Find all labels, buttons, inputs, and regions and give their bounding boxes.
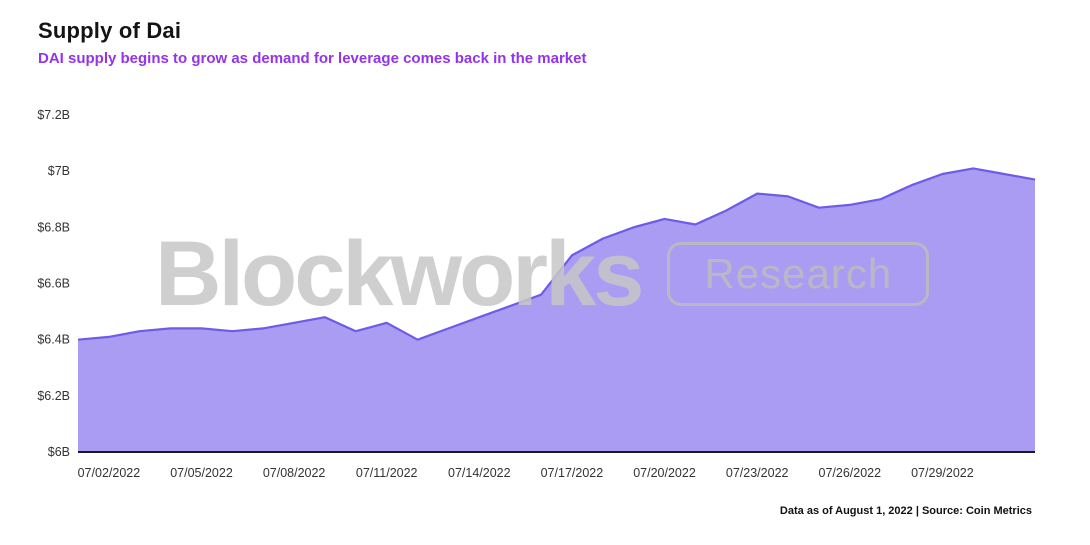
x-axis-tick-label: 07/23/2022 [726,466,789,480]
area-chart-canvas: $7.2B $7B $6.8B $6.6B $6.4B $6.2B $6B 07/02/202… [37,108,1036,480]
x-axis-tick-label: 07/20/2022 [633,466,696,480]
x-axis-tick-label: 07/26/2022 [819,466,882,480]
x-axis-tick-label: 07/29/2022 [911,466,974,480]
x-axis-tick-label: 07/05/2022 [170,466,233,480]
x-axis-tick-label: 07/14/2022 [448,466,511,480]
x-axis-tick-label: 07/11/2022 [356,466,418,480]
area-fill [78,168,1035,452]
x-axis-tick-label: 07/02/2022 [78,466,141,480]
y-axis-tick-label: $7.2B [37,108,70,122]
y-axis-tick-label: $6B [48,445,70,459]
y-axis-tick-label: $6.6B [37,277,70,291]
y-axis-tick-label: $6.8B [37,220,70,234]
y-axis-tick-label: $6.2B [37,389,70,403]
x-axis-tick-label: 07/08/2022 [263,466,326,480]
area-line [77,167,1036,341]
page-title: Supply of Dai [38,18,182,43]
chart-subtitle: DAI supply begins to grow as demand for … [38,50,587,67]
supply-of-dai-chart: $7.2B $7B $6.8B $6.6B $6.4B $6.2B $6B 07/02/202… [0,88,1090,488]
y-axis-tick-label: $7B [48,164,70,178]
x-axis-tick-label: 07/17/2022 [541,466,604,480]
source-note: Data as of August 1, 2022 | Source: Coin… [779,505,1032,517]
y-axis-tick-label: $6.4B [37,333,70,347]
